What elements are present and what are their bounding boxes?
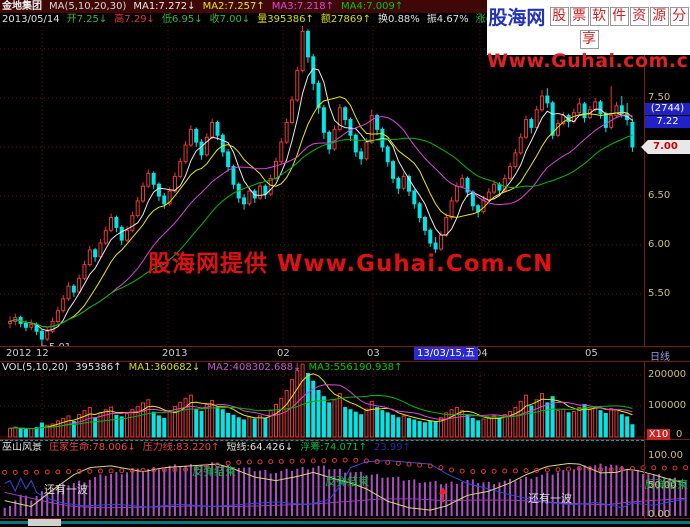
tagline-char: 件 [609,7,629,26]
pane-border [0,439,690,440]
indicator-histogram [3,462,687,516]
indicator-yellow-line [4,462,686,511]
vol-ma10-line [9,384,633,430]
index-badge: (2744) [645,103,690,115]
price-axis-label: 7.50 [648,92,671,103]
pane-border [0,518,690,519]
ma-settings-label: MA(5,10,20,30) [49,1,127,12]
indicator-annotation: 还有一波 [528,492,572,505]
volume-axis-label: 200000 [648,369,687,380]
date-tick: 05 [585,348,598,359]
site-tagline: 股票软件资源分享 [549,7,689,49]
date-tick: 2013 [162,348,188,359]
tagline-char: 票 [569,7,589,26]
watermark-card: 股海网 股票软件资源分享 Www.Guhai.com.cn [487,0,690,72]
date-tick: 12 [36,348,49,359]
ma-value: MA2:7.257↑ [202,1,265,12]
indicator-axis-label: 100.00 [648,450,683,461]
vol-ma5-line [9,373,633,430]
ma-value: MA3:7.218↑ [271,1,334,12]
ma10-line [9,96,633,328]
date-tick: 2012 [6,348,32,359]
indicator-field: 浮筹:74.071↑ [300,442,367,453]
selected-date-badge: 13/03/15,五 [414,347,479,360]
quote-field: 量395386↑ [257,14,314,25]
date-tick: 03 [367,348,380,359]
indicator-purple-line [4,491,686,509]
ma20-line [9,114,633,328]
indicator-fields: 庄家生命:78.006↓ 压力线:83.220↑ 短线:64.426↓ 浮筹:74.0… [49,442,411,454]
x10-badge: X10 [647,429,670,440]
pane-border [0,361,690,362]
quote-field: 振4.67% [426,14,469,25]
indicator-annotation: 反弹结束 [325,475,369,488]
indicator-annotation: 还有一波 [44,483,88,496]
indicator-axis-label: 50.00 [648,480,677,491]
quote-field: 低6.95↓ [161,14,203,25]
price-axis-label: 6.50 [648,190,671,201]
price-axis-label: 5.50 [648,288,671,299]
quote-field: 高7.29↓ [114,14,155,25]
ma30-line [9,134,633,328]
indicator-axis-label: 0.00 [648,509,671,520]
vol-ma20-line [9,394,633,430]
indicator-header: 巫山风景 庄家生命:78.006↓ 压力线:83.220↑ 短线:64.426↓ 浮筹… [0,442,411,454]
indicator-field: 23.99↑ [374,442,412,453]
ma-value: MA4:7.009↑ [341,1,404,12]
volume-bars [8,363,635,438]
quote-field: 2013/05/14 [2,14,60,25]
tagline-char: 软 [589,7,609,26]
tagline-char: 股 [549,7,569,26]
quote-field: 换0.88% [378,14,420,25]
vol-label: VOL(5,10,20) [2,362,69,373]
price-badge: 7.22 [645,116,690,128]
date-axis: 2012 12 2013 02 03 04 05 13/03/15,五 [0,347,690,361]
date-tick: 04 [475,348,488,359]
site-url: Www.Guhai.com.cn [487,50,690,72]
tagline-char: 享 [579,30,599,49]
stock-name: 金地集团 [2,1,42,12]
tagline-char: 分 [669,7,689,26]
price-axis-label: 6.00 [648,239,671,250]
ma5-line [9,67,633,332]
center-watermark: 股海网提供 Www.Guhai.Com.CN [148,251,554,277]
last-price-marker: 7.00 [641,140,690,154]
indicator-chart[interactable] [0,440,690,520]
indicator-annotation: 反弹结束 [644,478,688,491]
site-logo: 股海网 [488,7,546,29]
vol-ma3: MA3:556190.938↑ [308,362,403,373]
quote-field: 开7.25↓ [66,14,108,25]
ma-value: MA1:7.272↓ [133,1,196,12]
indicator-name: 巫山风景 [2,442,42,453]
vol-ma1: MA1:360682↓ [128,362,201,373]
vol-current: 395386↑ [75,362,122,373]
volume-axis-label: 100000 [648,400,687,411]
bottom-strip [0,521,690,524]
pane-border [0,346,690,347]
pressure-dots [2,457,689,475]
tagline-char: 源 [649,7,669,26]
vol-ma2: MA2:408302.688↓ [207,362,302,373]
indicator-annotation: 反弹结束 [192,465,236,478]
zero-label: 0 [676,429,683,440]
date-tick: 02 [277,348,290,359]
indicator-blue-line [4,460,686,509]
indicator-field: 压力线:83.220↑ [142,442,220,453]
indicator-field: 庄家生命:78.006↓ [49,442,136,453]
period-label: 日线 [650,352,670,363]
quote-field: 收7.00↓ [209,14,251,25]
volume-header: VOL(5,10,20) 395386↑ MA1:360682↓ MA2:408… [0,362,402,374]
tagline-char: 资 [629,7,649,26]
pane-divider-dashed [0,440,644,441]
quote-field: 额27869↑ [320,14,372,25]
candles-group [8,24,635,343]
ma-values: MA1:7.272↓ MA2:7.257↑ MA3:7.218↑ MA4:7.009↑ [133,0,403,13]
pane-border [644,26,645,518]
indicator-field: 短线:64.426↓ [226,442,294,453]
status-box [28,519,61,526]
volume-chart[interactable] [0,362,690,439]
